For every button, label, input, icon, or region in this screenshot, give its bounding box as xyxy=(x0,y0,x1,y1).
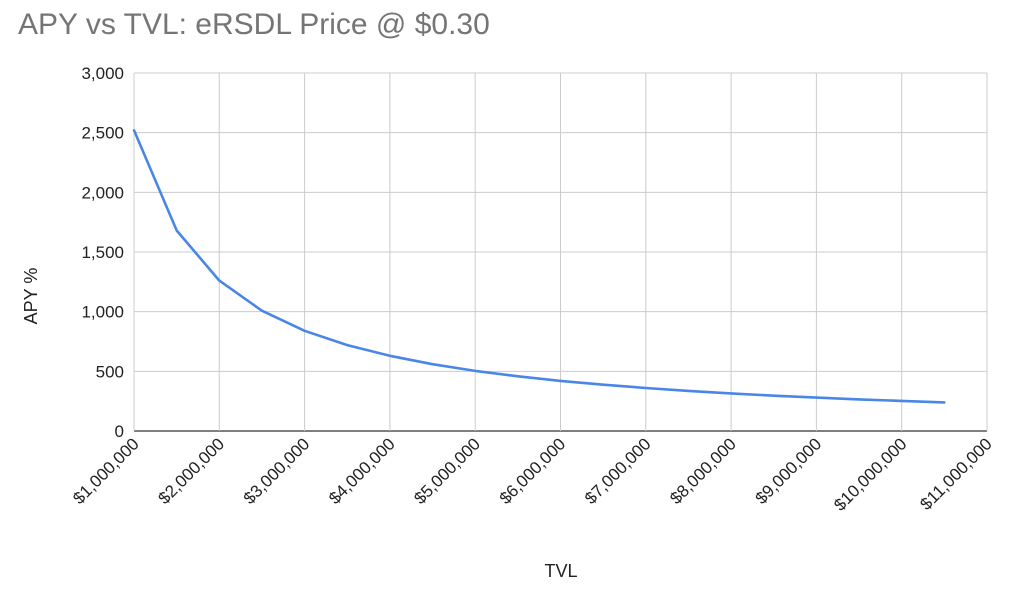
chart-title: APY vs TVL: eRSDL Price @ $0.30 xyxy=(18,8,490,41)
x-tick-label: $3,000,000 xyxy=(240,434,314,508)
y-axis-title: APY % xyxy=(21,268,41,325)
x-tick-label: $10,000,000 xyxy=(830,434,910,514)
y-tick-label: 1,500 xyxy=(81,243,124,262)
x-tick-label: $5,000,000 xyxy=(410,434,484,508)
x-tick-label: $2,000,000 xyxy=(155,434,229,508)
y-tick-label: 3,000 xyxy=(81,64,124,83)
x-tick-label: $11,000,000 xyxy=(916,434,995,513)
x-tick-label: $9,000,000 xyxy=(752,434,826,508)
y-tick-label: 2,000 xyxy=(81,183,124,202)
y-axis-ticks: 0 500 1,000 1,500 2,000 2,500 3,000 xyxy=(81,64,124,441)
series-layer xyxy=(132,129,946,404)
x-tick-label: $1,000,000 xyxy=(69,434,143,508)
x-axis-ticks: $1,000,000 $2,000,000 $3,000,000 $4,000,000… xyxy=(69,434,996,514)
y-tick-label: 1,000 xyxy=(81,303,124,322)
x-tick-label: $6,000,000 xyxy=(496,434,570,508)
x-tick-label: $8,000,000 xyxy=(666,434,740,508)
x-tick-label: $4,000,000 xyxy=(325,434,399,508)
y-tick-label: 2,500 xyxy=(81,124,124,143)
x-tick-label: $7,000,000 xyxy=(581,434,655,508)
y-tick-label: 500 xyxy=(96,362,124,381)
y-tick-label: 0 xyxy=(115,422,124,441)
x-axis-title: TVL xyxy=(544,561,577,581)
grid xyxy=(133,72,988,432)
series-line xyxy=(132,129,946,404)
